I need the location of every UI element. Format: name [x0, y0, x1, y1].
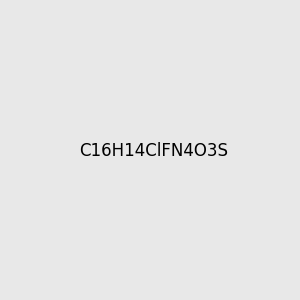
Text: C16H14ClFN4O3S: C16H14ClFN4O3S — [79, 142, 228, 160]
